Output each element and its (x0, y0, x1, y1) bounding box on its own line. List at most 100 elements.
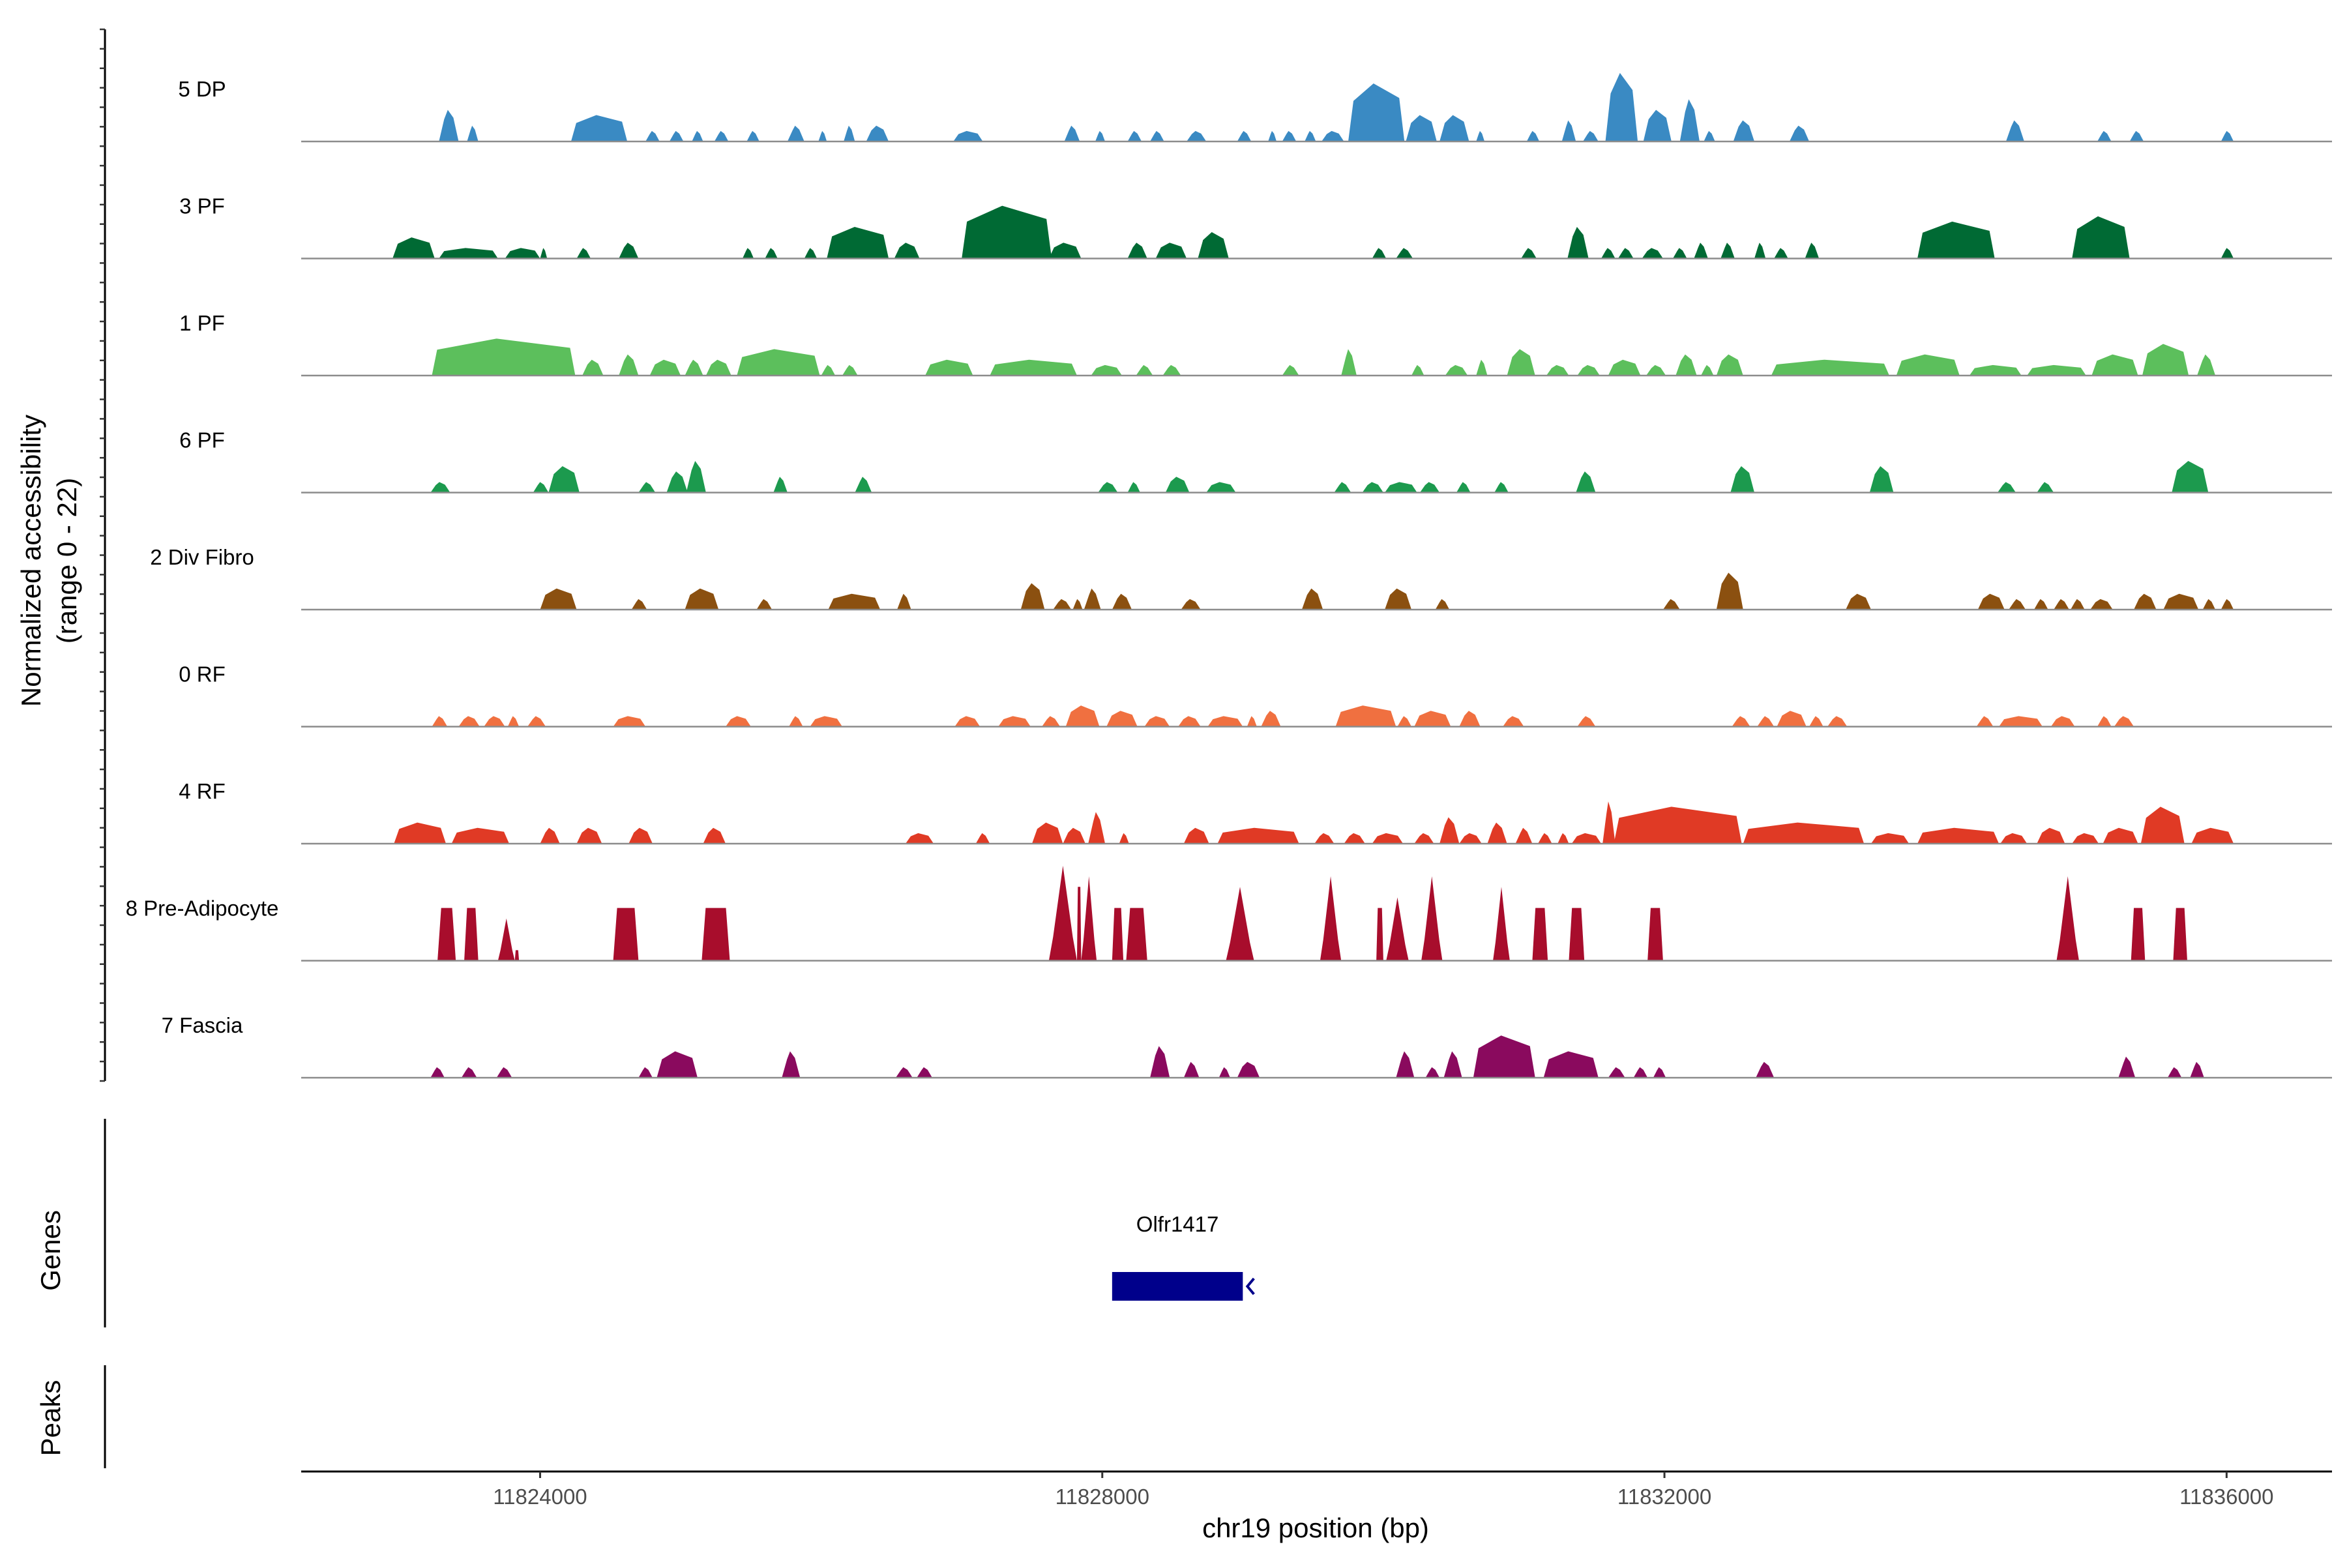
coverage-peak (1053, 599, 1072, 610)
coverage-peak (540, 248, 548, 259)
coverage-peak (1976, 716, 1994, 727)
coverage-peak (1977, 593, 2005, 610)
track-1-pf: 1 PF (179, 311, 2332, 377)
coverage-peak (692, 130, 703, 141)
coverage-peak (842, 364, 858, 376)
coverage-peak (432, 716, 448, 727)
coverage-peak (1743, 822, 1865, 844)
coverage-peak (1282, 130, 1297, 141)
coverage-peak (2037, 482, 2054, 493)
coverage-peak (1614, 806, 1742, 844)
coverage-peak (461, 1067, 477, 1078)
coverage-peak (645, 130, 660, 141)
coverage-peak (756, 599, 773, 610)
coverage-peak (1020, 583, 1045, 610)
coverage-peak (1443, 1051, 1462, 1078)
coverage-peak (975, 833, 990, 844)
coverage-peak (894, 243, 920, 259)
coverage-peak (828, 593, 881, 610)
coverage-peak (742, 248, 754, 259)
coverage-peak (2173, 908, 2187, 961)
coverage-peak (1144, 716, 1170, 727)
coverage-peak (496, 1067, 512, 1078)
coverage-peak (439, 110, 459, 141)
coverage-peak (1095, 130, 1106, 141)
coverage-peak (1198, 232, 1229, 259)
coverage-peak (1917, 221, 1995, 259)
coverage-peak (1732, 716, 1750, 727)
coverage-peak (1473, 1035, 1535, 1078)
coverage-peak (2191, 827, 2234, 844)
coverage-peak (1218, 1067, 1230, 1078)
coverage-peak (1065, 705, 1100, 727)
coverage-peak (2091, 354, 2138, 376)
x-tick-label: 11832000 (1617, 1485, 1711, 1509)
coverage-peak (2027, 364, 2086, 376)
coverage-peak (1493, 887, 1510, 961)
coverage-peak (1532, 908, 1548, 961)
coverage-peak (631, 599, 647, 610)
coverage-peak (1414, 833, 1434, 844)
coverage-peak (962, 205, 1052, 259)
coverage-peak (1701, 364, 1714, 376)
coverage-peak (464, 908, 479, 961)
coverage-peak (1261, 711, 1281, 727)
track-label: 7 Fascia (162, 1013, 243, 1037)
coverage-peak (1704, 130, 1715, 141)
coverage-peak (1757, 716, 1775, 727)
coverage-peak (2118, 1056, 2136, 1078)
coverage-peak (1756, 1061, 1775, 1078)
coverage-peak (649, 359, 681, 376)
coverage-peak (2033, 599, 2048, 610)
track-label: 5 DP (178, 77, 226, 101)
coverage-peak (1846, 593, 1871, 610)
coverage-peak (1583, 130, 1599, 141)
coverage-peak (810, 716, 842, 727)
coverage-peak (1507, 349, 1535, 376)
coverage-peak (1397, 716, 1412, 727)
coverage-peak (1396, 1051, 1415, 1078)
coverage-peak (2056, 876, 2079, 961)
coverage-peak (2097, 716, 2112, 727)
coverage-peak (1112, 593, 1132, 610)
coverage-peak (432, 338, 576, 376)
coverage-peak (2131, 908, 2146, 961)
coverage-peak (2005, 120, 2024, 141)
track-label: 2 Div Fibro (150, 545, 254, 569)
coverage-peak (765, 248, 778, 259)
coverage-peak (1084, 588, 1101, 610)
coverage-peak (1127, 243, 1147, 259)
coverage-peak (1869, 466, 1894, 493)
coverage-peak (1543, 1051, 1599, 1078)
coverage-peak (1694, 243, 1708, 259)
coverage-peak (439, 248, 498, 259)
x-tick-label: 11828000 (1055, 1485, 1149, 1509)
coverage-peak (1206, 482, 1236, 493)
strand-arrow-icon (1245, 1277, 1255, 1295)
coverage-peak (1969, 364, 2022, 376)
coverage-peak (2071, 599, 2085, 610)
coverage-peak (686, 460, 706, 493)
coverage-peak (2072, 216, 2130, 259)
coverage-peak (1662, 599, 1680, 610)
coverage-peak (1571, 833, 1602, 844)
track-6-pf: 6 PF (179, 428, 2332, 494)
coverage-peak (451, 827, 510, 844)
coverage-peak (1183, 827, 1209, 844)
coverage-peak (1076, 887, 1082, 961)
coverage-peak (1178, 716, 1201, 727)
coverage-peak (1048, 243, 1082, 259)
coverage-peak (1503, 716, 1524, 727)
coverage-peak (1042, 716, 1061, 727)
coverage-peak (1162, 364, 1181, 376)
peaks-panel-label: Peaks (35, 1380, 66, 1457)
coverage-peak (437, 908, 456, 961)
coverage-peak (505, 248, 540, 259)
coverage-peak (467, 125, 479, 141)
coverage-peak (628, 827, 653, 844)
coverage-peak (1385, 588, 1412, 610)
coverage-peak (1601, 248, 1616, 259)
coverage-peak (714, 130, 729, 141)
coverage-peak (685, 359, 703, 376)
